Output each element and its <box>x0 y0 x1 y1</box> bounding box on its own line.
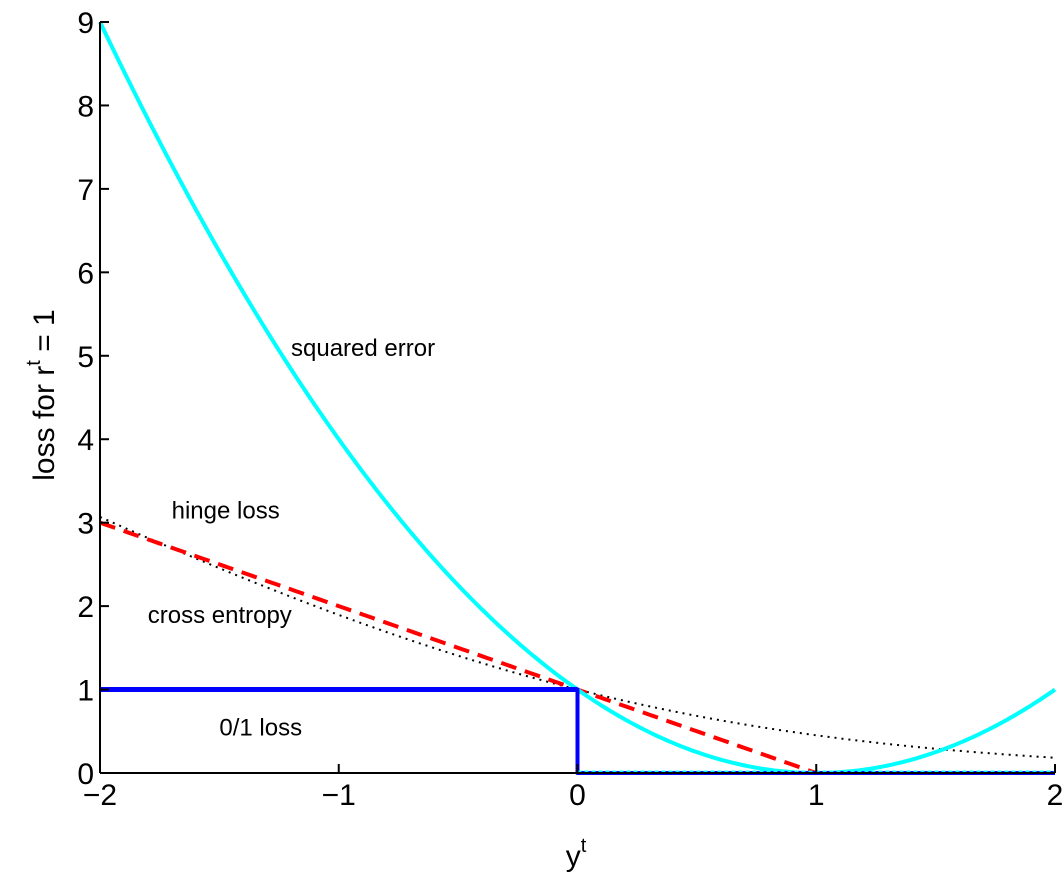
series-line-squared <box>98 21 1057 775</box>
y-tick-label: 8 <box>77 90 94 123</box>
y-tick-label: 5 <box>77 341 94 374</box>
y-tick-label: 3 <box>77 508 94 541</box>
y-tick-label: 9 <box>77 7 94 40</box>
y-tick-label: 1 <box>77 675 94 708</box>
y-tick-label: 2 <box>77 591 94 624</box>
x-tick-label: 0 <box>569 779 586 812</box>
x-tick-label: −1 <box>322 779 356 812</box>
annotations: squared error hinge loss cross entropy 0/1 … <box>148 335 435 742</box>
x-axis-label: yt <box>566 835 587 872</box>
axis-ticks: −2 −1 0 1 2 0 1 2 3 4 5 6 7 8 9 <box>77 7 1063 812</box>
y-tick-label: 6 <box>77 257 94 290</box>
x-tick-label: 2 <box>1047 779 1064 812</box>
annotation-label: 0/1 loss <box>219 714 302 741</box>
annotation-label: squared error <box>291 335 435 362</box>
x-tick-label: 1 <box>808 779 825 812</box>
annotation-label: hinge loss <box>172 497 280 524</box>
y-tick-label: 0 <box>77 758 94 791</box>
x-tick-label: −2 <box>83 779 117 812</box>
y-tick-label: 4 <box>77 424 94 457</box>
annotation-label: cross entropy <box>148 602 292 629</box>
y-axis-label: loss for rt = 1 <box>23 309 61 480</box>
plot-marks <box>98 21 1057 775</box>
y-tick-label: 7 <box>77 174 94 207</box>
